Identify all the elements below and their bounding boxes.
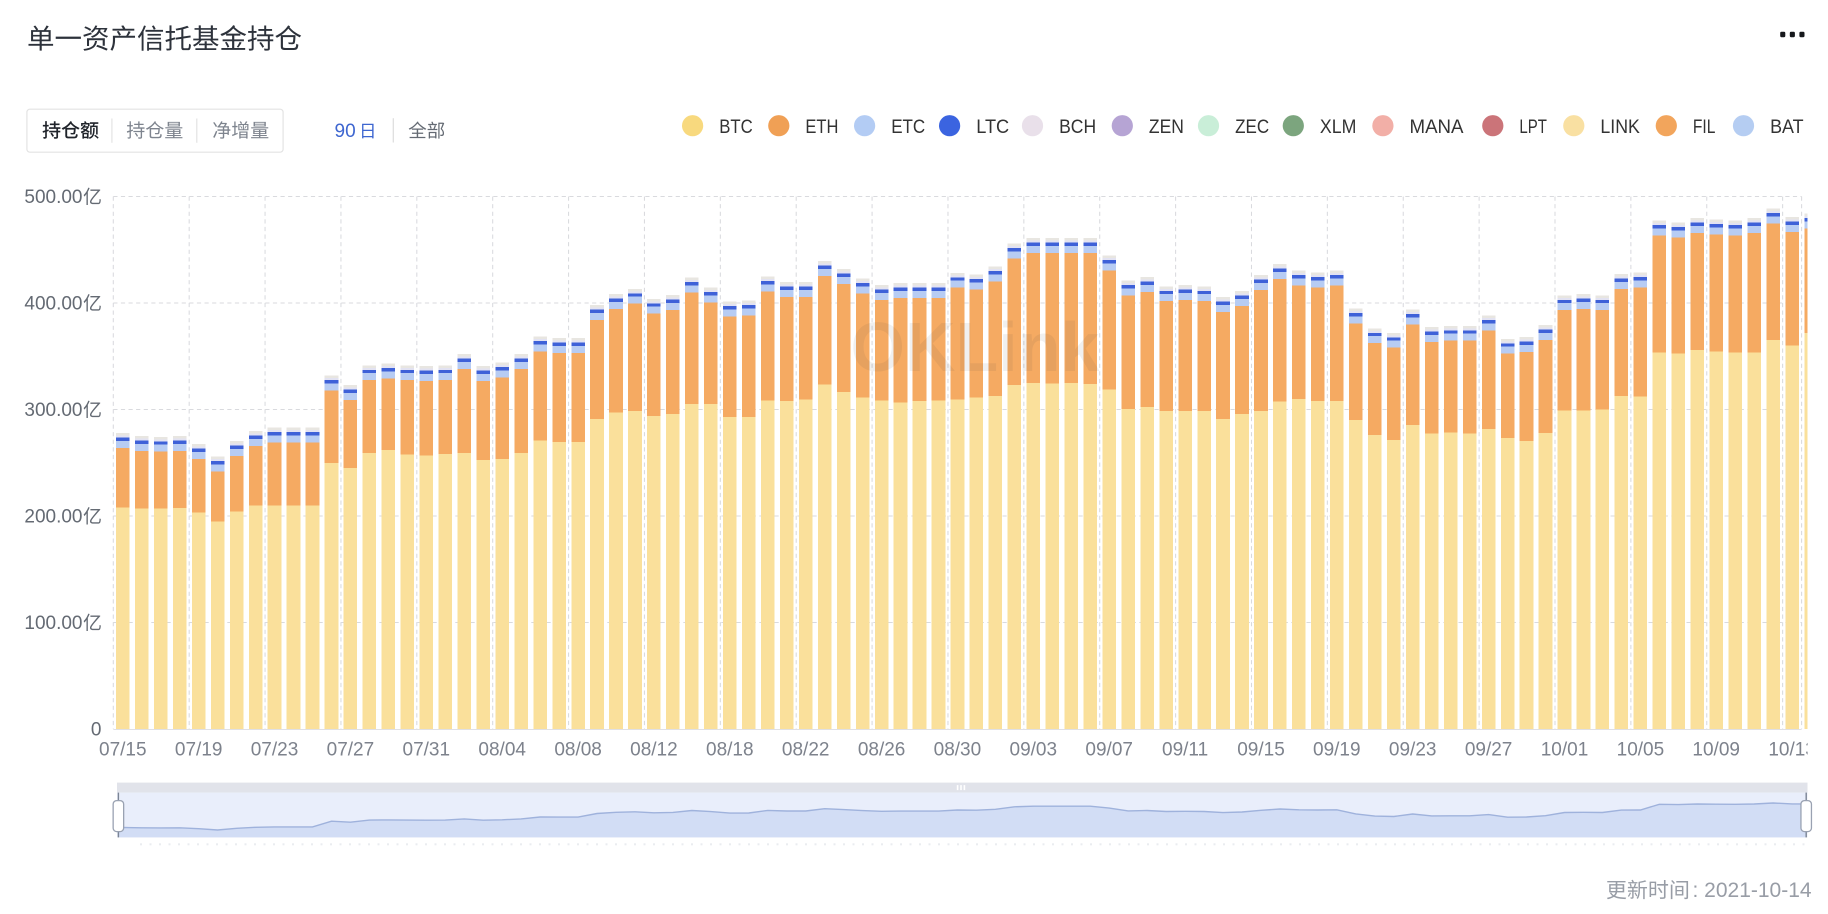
- svg-text:10/01: 10/01: [1541, 740, 1589, 761]
- svg-text:07/31: 07/31: [403, 740, 451, 761]
- svg-text:08/08: 08/08: [554, 740, 602, 761]
- svg-text:400.00: 400.00: [24, 294, 82, 315]
- svg-text:07/19: 07/19: [175, 740, 223, 761]
- svg-text:07/27: 07/27: [327, 740, 375, 761]
- svg-text:08/22: 08/22: [782, 740, 830, 761]
- svg-text:07/15: 07/15: [99, 740, 147, 761]
- svg-text:BTC: BTC: [719, 116, 753, 138]
- svg-text:500.00: 500.00: [24, 187, 82, 208]
- svg-text:LINK: LINK: [1600, 116, 1640, 138]
- svg-text:09/15: 09/15: [1237, 740, 1285, 761]
- svg-text:09/19: 09/19: [1313, 740, 1361, 761]
- svg-text:BCH: BCH: [1059, 116, 1096, 138]
- svg-text:07/23: 07/23: [251, 740, 299, 761]
- svg-text:OKLink: OKLink: [851, 308, 1100, 386]
- svg-text:90: 90: [335, 121, 356, 142]
- svg-text:ZEN: ZEN: [1149, 116, 1184, 138]
- svg-text:09/23: 09/23: [1389, 740, 1437, 761]
- svg-text:09/27: 09/27: [1465, 740, 1513, 761]
- svg-text:09/07: 09/07: [1085, 740, 1133, 761]
- svg-text:08/30: 08/30: [934, 740, 982, 761]
- svg-text:BAT: BAT: [1770, 116, 1804, 138]
- svg-text:08/12: 08/12: [630, 740, 678, 761]
- svg-text:08/26: 08/26: [858, 740, 906, 761]
- svg-text:ETC: ETC: [891, 116, 925, 138]
- svg-text:200.00: 200.00: [24, 507, 82, 528]
- svg-text:09/03: 09/03: [1010, 740, 1058, 761]
- svg-text:300.00: 300.00: [24, 400, 82, 421]
- svg-text:08/04: 08/04: [478, 740, 526, 761]
- svg-text:MANA: MANA: [1410, 116, 1464, 138]
- svg-text:LTC: LTC: [976, 116, 1009, 138]
- svg-text:FIL: FIL: [1693, 116, 1716, 138]
- svg-text:XLM: XLM: [1320, 116, 1357, 138]
- svg-text:10/05: 10/05: [1617, 740, 1665, 761]
- svg-text:10/13: 10/13: [1768, 740, 1816, 761]
- svg-text:10/09: 10/09: [1692, 740, 1740, 761]
- svg-text:ZEC: ZEC: [1235, 116, 1269, 138]
- svg-text:LPT: LPT: [1519, 116, 1547, 138]
- svg-text:100.00: 100.00: [24, 613, 82, 634]
- svg-text:ETH: ETH: [805, 116, 838, 138]
- svg-text:: 2021-10-14: : 2021-10-14: [1693, 879, 1812, 902]
- svg-text:09/11: 09/11: [1162, 740, 1208, 761]
- svg-text:08/18: 08/18: [706, 740, 754, 761]
- svg-text:0: 0: [91, 720, 102, 741]
